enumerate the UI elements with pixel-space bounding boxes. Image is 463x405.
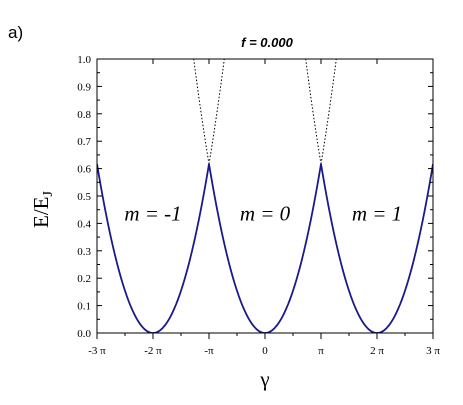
y-tick-label: 0.7 bbox=[77, 136, 91, 148]
y-axis-label-main: E/E bbox=[29, 197, 53, 229]
x-tick-label: -2 π bbox=[144, 345, 162, 357]
chart-title: f = 0.000 bbox=[241, 35, 293, 50]
dotted-branch-m0-right bbox=[320, 59, 337, 165]
y-tick-label: 0.5 bbox=[77, 191, 91, 203]
plot-area: 0.0 0.1 0.2 0.3 0.4 0.5 0.6 0.7 0.8 0.9 1.0 -3 π -2 … bbox=[77, 54, 440, 357]
y-tick-label: 0.6 bbox=[77, 164, 91, 176]
y-tick-label: 0.0 bbox=[77, 328, 91, 340]
dotted-branch-m0-left bbox=[193, 59, 210, 165]
panel-label: a) bbox=[8, 23, 23, 42]
curve-m-1 bbox=[97, 163, 210, 333]
curve-m0 bbox=[208, 163, 322, 333]
y-tick-label: 0.8 bbox=[77, 109, 91, 121]
y-tick-label: 0.2 bbox=[77, 273, 91, 285]
y-tick-label: 0.1 bbox=[77, 301, 91, 313]
x-axis-label: γ bbox=[259, 367, 269, 391]
x-tick-label: 2 π bbox=[370, 345, 384, 357]
y-axis-label-subscript: J bbox=[41, 191, 56, 197]
curve-m1 bbox=[320, 163, 433, 333]
x-tick-label: π bbox=[318, 345, 324, 357]
dotted-branch-m-1-right bbox=[208, 59, 225, 165]
x-tick-label: -3 π bbox=[88, 345, 106, 357]
plot-frame bbox=[96, 58, 434, 334]
dotted-branch-m1-left bbox=[305, 59, 322, 165]
y-tick-label: 1.0 bbox=[77, 54, 91, 66]
curves bbox=[97, 59, 433, 333]
x-tick-label: 3 π bbox=[426, 345, 440, 357]
branch-label-0: m = -1 bbox=[124, 202, 181, 226]
y-tick-label: 0.3 bbox=[77, 246, 91, 258]
y-tick-label: 0.9 bbox=[77, 81, 91, 93]
y-axis-label: E/EJ bbox=[29, 191, 56, 229]
x-tick-label: 0 bbox=[262, 345, 268, 357]
y-tick-label: 0.4 bbox=[77, 218, 91, 230]
branch-label-2: m = 1 bbox=[352, 202, 402, 226]
branch-label-1: m = 0 bbox=[240, 202, 291, 226]
x-tick-label: -π bbox=[204, 345, 214, 357]
